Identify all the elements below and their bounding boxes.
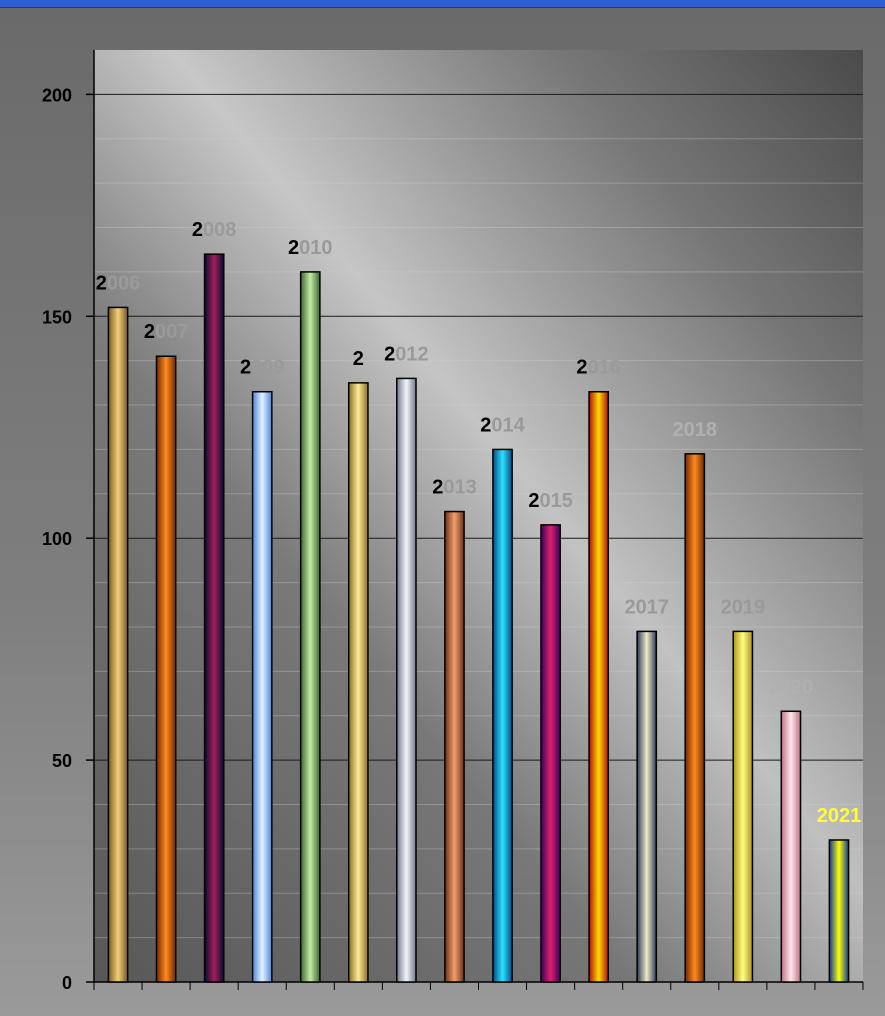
bar-2007	[155, 355, 177, 983]
bar-2012	[396, 377, 417, 983]
bar-label-2012: 2012	[384, 343, 429, 365]
bar-2011	[347, 382, 369, 983]
bar-label-2018: 2018	[673, 419, 718, 441]
bar-label-2021: 2021	[817, 805, 862, 827]
bar-label-2020: 2020	[769, 676, 814, 698]
bar-2015	[540, 524, 561, 983]
window-top-strip	[0, 0, 885, 8]
bar-2018	[684, 453, 706, 983]
bar-label-2013: 2013	[432, 477, 477, 499]
bar-label-2010: 2010	[288, 237, 333, 259]
bar-2021	[828, 839, 850, 983]
bar-2010	[299, 271, 321, 983]
bar-label-2011: 2	[353, 348, 364, 370]
bar-label-2015: 2015	[528, 490, 573, 512]
bar-2006	[107, 306, 129, 983]
y-tick-label: 100	[42, 529, 72, 549]
bar-label-2016: 2016	[576, 357, 621, 379]
y-tick-label: 50	[52, 751, 72, 771]
bar-label-2014: 2014	[480, 414, 525, 436]
y-tick-label: 150	[42, 307, 72, 327]
bar-label-2008: 2008	[192, 219, 237, 241]
bar-2017	[636, 630, 658, 983]
y-tick-label: 0	[62, 973, 72, 993]
bar-label-2007: 2007	[144, 321, 189, 343]
bar-2008	[203, 253, 225, 983]
bar-label-2009: 2009	[240, 357, 285, 379]
bar-2009	[251, 390, 273, 983]
y-tick-label: 200	[42, 85, 72, 105]
bar-label-2006: 2006	[96, 272, 141, 294]
bar-2013	[444, 510, 465, 983]
bar-label-2017: 2017	[624, 596, 669, 618]
bar-2020	[780, 710, 802, 983]
bar-2019	[732, 630, 754, 983]
bar-2014	[492, 448, 513, 983]
bar-2016	[588, 390, 610, 983]
bar-label-2019: 2019	[721, 596, 766, 618]
